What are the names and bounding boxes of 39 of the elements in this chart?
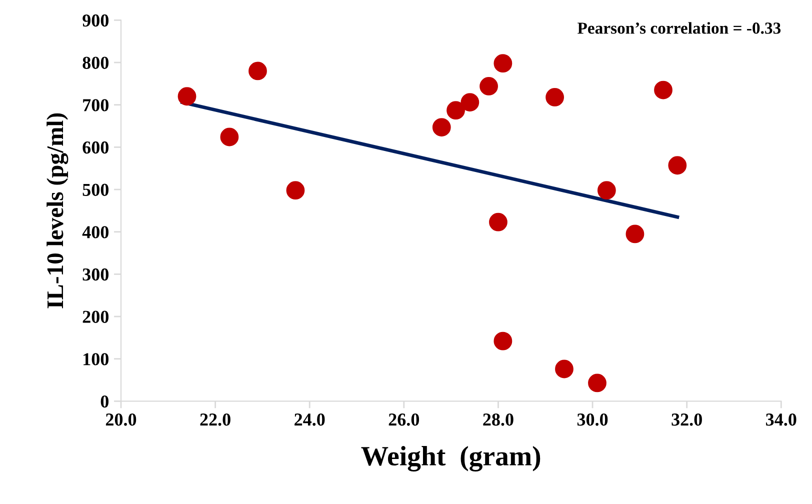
y-tick-label: 900 [82,14,108,27]
y-tick-label: 200 [82,310,108,323]
point [248,62,267,80]
point [626,224,644,244]
y-tick-label: 400 [82,226,108,238]
point [494,54,512,73]
point [668,156,687,175]
point [546,88,564,106]
point [555,360,574,378]
point [432,118,451,136]
x-tick-label: 34.0 [766,414,796,426]
y-tick-label: 100 [84,353,108,366]
y-tick-label: 0 [100,395,108,408]
x-tick-label: 26.0 [388,414,420,426]
point [460,93,480,112]
x-tick-label: 22.0 [200,414,230,426]
y-tick-label: 500 [82,184,108,196]
y-tick-label: 600 [82,141,108,154]
point [220,128,239,146]
point [480,77,498,96]
y-axis-title: IL-10 levels (pg/ml) [46,113,68,308]
point [489,212,508,232]
point [654,80,672,100]
x-tick-label: 32.0 [672,414,702,426]
y-tick-label: 300 [82,268,108,281]
point [597,181,616,200]
x-tick-label: 20.0 [106,414,136,426]
point [588,374,606,392]
y-tick-label: 700 [83,99,108,112]
x-tick-label: 28.0 [483,414,514,426]
point [178,87,196,106]
point [494,332,512,350]
x-axis-title: Weight (gram) [361,446,540,472]
y-tick-label: 800 [82,56,108,69]
point [446,101,465,120]
x-tick-label: 30.0 [577,414,608,426]
annotation: Pearson’s correlation = -0.33 [578,22,781,34]
point [286,181,305,200]
x-tick-label: 24.0 [294,414,325,426]
